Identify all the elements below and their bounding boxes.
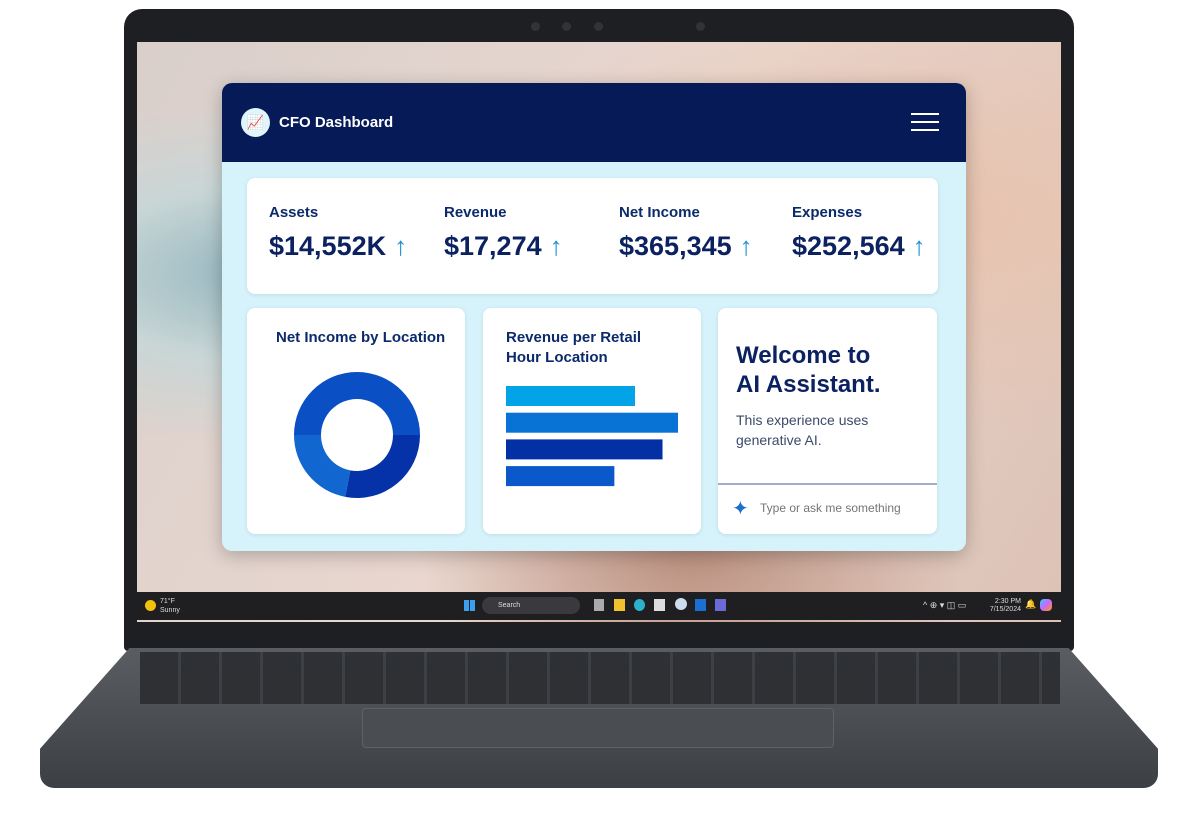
kpi-label: Revenue [444, 204, 507, 221]
donut-slice [294, 372, 420, 435]
date: 7/15/2024 [989, 606, 1021, 613]
camera-icon [594, 22, 603, 31]
camera-sensor [562, 22, 571, 31]
assistant-subtext: This experience uses [736, 412, 869, 428]
windows-start-icon[interactable] [464, 600, 475, 611]
hamburger-menu-icon[interactable] [911, 113, 939, 131]
kpi-label: Expenses [792, 204, 863, 221]
kpi-value: $252,564 [792, 231, 905, 261]
donut-slice [345, 435, 420, 498]
bar-chart [506, 386, 678, 487]
search-box[interactable]: Search [482, 597, 580, 614]
kpi-value: $14,552K [269, 231, 387, 261]
screen: 📈 CFO Dashboard Assets $14,552K ↑ Revenue… [137, 42, 1061, 622]
arrow-up-icon: ↑ [912, 231, 926, 261]
assistant-subtext: generative AI. [736, 432, 822, 448]
panel-title-line2: Hour Location [506, 349, 608, 366]
divider [718, 483, 937, 485]
file-explorer-icon[interactable] [614, 599, 625, 611]
kpi-value: $365,345 [619, 231, 732, 261]
panel-title-line1: Revenue per Retail [506, 329, 642, 346]
assistant-heading: Welcome to [736, 342, 871, 369]
app-title: CFO Dashboard [279, 114, 394, 131]
search-label: Search [498, 602, 521, 609]
arrow-up-icon: ↑ [394, 231, 408, 261]
bar [506, 412, 678, 433]
camera-sensor [696, 22, 705, 31]
arrow-up-icon: ↑ [739, 231, 753, 261]
keyboard [140, 652, 1060, 704]
copilot-icon[interactable] [1040, 599, 1052, 611]
sun-icon [145, 600, 156, 611]
revenue-panel: Revenue per Retail Hour Location [483, 308, 701, 534]
ai-assistant-panel: Welcome to AI Assistant. This experience… [718, 308, 937, 534]
kpi-value: $17,274 [444, 231, 542, 261]
camera-sensor [531, 22, 540, 31]
store-icon[interactable] [654, 599, 665, 611]
task-view-icon[interactable] [594, 599, 604, 611]
kpi-card: Assets $14,552K ↑ Revenue $17,274 ↑ Net In… [247, 178, 938, 294]
clock[interactable]: 2:30 PM 7/15/2024 [983, 598, 1021, 614]
outlook-icon[interactable] [695, 599, 706, 611]
weather-desc[interactable]: Sunny [160, 607, 180, 614]
assistant-input[interactable] [760, 501, 925, 515]
kpi-assets: Assets $14,552K ↑ [269, 204, 407, 262]
assistant-heading: AI Assistant. [736, 371, 881, 398]
system-tray-icons[interactable]: ^ ⊕ ▾ ◫ ▭ [923, 600, 967, 610]
kpi-expenses: Expenses $252,564 ↑ [792, 204, 926, 262]
edge-icon[interactable] [634, 599, 645, 611]
time: 2:30 PM [994, 598, 1021, 605]
header: 📈 CFO Dashboard [222, 83, 966, 162]
app-icon[interactable] [675, 598, 687, 610]
taskbar: 71°F Sunny Search ^ ⊕ ▾ ◫ ▭ 2:30 PM 7/15/… [137, 592, 1061, 620]
kpi-net-income: Net Income $365,345 ↑ [619, 204, 753, 262]
notification-bell-icon[interactable]: 🔔 [1025, 599, 1037, 609]
bar [506, 439, 663, 460]
chart-icon: 📈 [241, 108, 270, 137]
donut-chart [294, 372, 420, 498]
bar [506, 386, 635, 406]
touchpad [362, 708, 834, 748]
cfo-dashboard-window: 📈 CFO Dashboard Assets $14,552K ↑ Revenue… [222, 83, 966, 551]
arrow-up-icon: ↑ [549, 231, 563, 261]
kpi-label: Assets [269, 204, 319, 221]
donut-slice [294, 435, 351, 497]
weather-temp[interactable]: 71°F [160, 598, 175, 605]
kpi-revenue: Revenue $17,274 ↑ [444, 204, 563, 262]
panel-title: Net Income by Location [276, 329, 446, 346]
bar [506, 466, 615, 487]
kpi-label: Net Income [619, 204, 700, 221]
teams-icon[interactable] [715, 599, 726, 611]
sparkle-icon: ✦ [732, 498, 749, 520]
net-income-panel: Net Income by Location [247, 308, 465, 534]
